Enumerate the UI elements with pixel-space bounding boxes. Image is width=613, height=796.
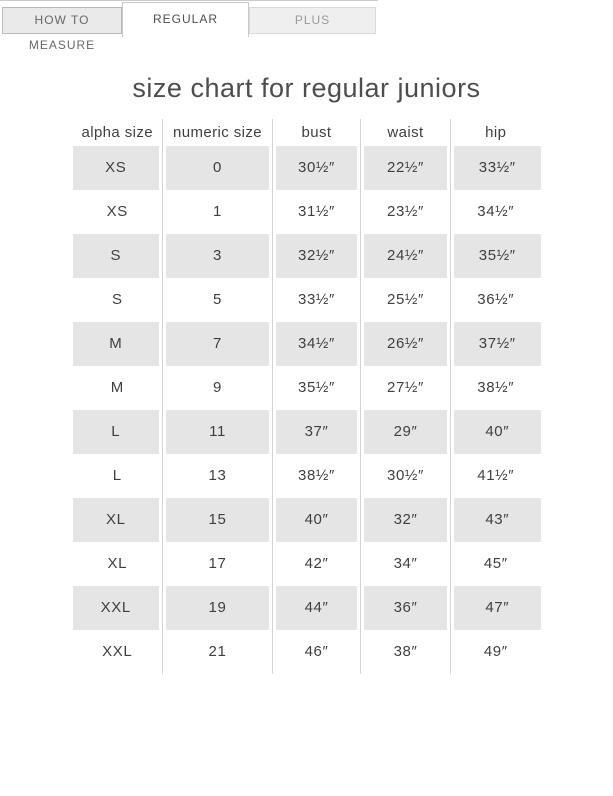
cell-bust: 30½″ (272, 146, 361, 190)
cell-waist: 29″ (360, 410, 451, 454)
cell-waist: 27½″ (360, 366, 451, 410)
table-row: XXL 21 46″ 38″ 49″ (73, 630, 541, 674)
tab-bar: HOW TO MEASURE REGULAR PLUS (0, 0, 613, 52)
column-header-waist: waist (360, 119, 451, 146)
cell-hip: 45″ (450, 542, 541, 586)
tab-regular[interactable]: REGULAR (122, 2, 249, 37)
table-row: XXL 19 44″ 36″ 47″ (72, 586, 541, 630)
cell-hip: 36½″ (450, 278, 541, 322)
top-divider-line (0, 0, 378, 1)
table-row: XS 1 31½″ 23½″ 34½″ (73, 190, 541, 234)
cell-waist: 23½″ (360, 190, 451, 234)
cell-hip: 40″ (450, 410, 541, 454)
cell-numeric-size: 11 (162, 410, 273, 454)
cell-numeric-size: 0 (162, 146, 273, 190)
cell-alpha-size: M (72, 322, 163, 366)
cell-hip: 37½″ (450, 322, 541, 366)
cell-alpha-size: XXL (102, 643, 133, 660)
cell-numeric-size: 21 (162, 630, 273, 674)
cell-numeric-size: 13 (162, 454, 273, 498)
cell-waist: 22½″ (360, 146, 451, 190)
cell-bust: 37″ (272, 410, 361, 454)
cell-alpha-size: S (72, 234, 163, 278)
table-row: XL 17 42″ 34″ 45″ (73, 542, 541, 586)
cell-bust: 33½″ (272, 278, 361, 322)
table-row: L 11 37″ 29″ 40″ (72, 410, 541, 454)
column-header-numeric-size: numeric size (162, 119, 273, 146)
cell-bust: 46″ (272, 630, 361, 674)
cell-waist: 34″ (360, 542, 451, 586)
cell-alpha-size: XXL (72, 586, 163, 630)
size-chart-table: alpha size numeric size bust waist hip X… (72, 119, 541, 674)
cell-numeric-size: 5 (162, 278, 273, 322)
cell-alpha-size: S (111, 291, 123, 308)
cell-alpha-size: M (110, 379, 124, 396)
page-title: size chart for regular juniors (132, 73, 481, 103)
cell-hip: 47″ (450, 586, 541, 630)
cell-numeric-size: 7 (162, 322, 273, 366)
cell-hip: 41½″ (450, 454, 541, 498)
cell-alpha-size: L (72, 410, 163, 454)
cell-bust: 44″ (272, 586, 361, 630)
table-header-row: alpha size numeric size bust waist hip (73, 119, 541, 146)
column-header-alpha-size: alpha size (81, 124, 154, 141)
table-row: S 3 32½″ 24½″ 35½″ (72, 234, 541, 278)
cell-hip: 35½″ (450, 234, 541, 278)
cell-numeric-size: 19 (162, 586, 273, 630)
cell-hip: 49″ (450, 630, 541, 674)
cell-waist: 26½″ (360, 322, 451, 366)
cell-waist: 38″ (360, 630, 451, 674)
table-row: XL 15 40″ 32″ 43″ (72, 498, 541, 542)
cell-bust: 34½″ (272, 322, 361, 366)
cell-waist: 30½″ (360, 454, 451, 498)
cell-alpha-size: L (112, 467, 122, 484)
cell-alpha-size: XS (72, 146, 163, 190)
cell-bust: 32½″ (272, 234, 361, 278)
cell-bust: 35½″ (272, 366, 361, 410)
cell-waist: 25½″ (360, 278, 451, 322)
table-row: L 13 38½″ 30½″ 41½″ (73, 454, 541, 498)
cell-bust: 38½″ (272, 454, 361, 498)
cell-hip: 38½″ (450, 366, 541, 410)
cell-waist: 36″ (360, 586, 451, 630)
cell-hip: 33½″ (450, 146, 541, 190)
cell-waist: 24½″ (360, 234, 451, 278)
cell-numeric-size: 17 (162, 542, 273, 586)
cell-numeric-size: 15 (162, 498, 273, 542)
cell-alpha-size: XS (106, 203, 128, 220)
cell-hip: 34½″ (450, 190, 541, 234)
cell-bust: 31½″ (272, 190, 361, 234)
cell-numeric-size: 1 (162, 190, 273, 234)
tab-how-to-measure[interactable]: HOW TO MEASURE (2, 7, 122, 52)
tab-plus[interactable]: PLUS (249, 7, 376, 34)
cell-hip: 43″ (450, 498, 541, 542)
cell-bust: 40″ (272, 498, 361, 542)
table-row: M 9 35½″ 27½″ 38½″ (73, 366, 541, 410)
cell-numeric-size: 3 (162, 234, 273, 278)
table-row: M 7 34½″ 26½″ 37½″ (72, 322, 541, 366)
column-header-hip: hip (450, 119, 541, 146)
cell-alpha-size: XL (72, 498, 163, 542)
table-row: XS 0 30½″ 22½″ 33½″ (72, 146, 541, 190)
cell-alpha-size: XL (107, 555, 128, 572)
cell-waist: 32″ (360, 498, 451, 542)
table-row: S 5 33½″ 25½″ 36½″ (73, 278, 541, 322)
cell-numeric-size: 9 (162, 366, 273, 410)
column-header-bust: bust (272, 119, 361, 146)
cell-bust: 42″ (272, 542, 361, 586)
